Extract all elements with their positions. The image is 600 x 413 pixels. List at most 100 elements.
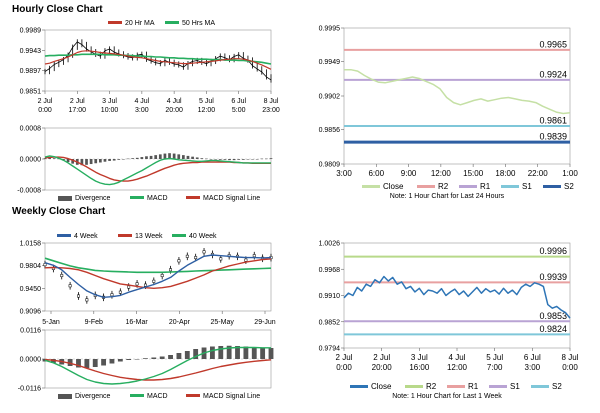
weekly-levels-level-s1-label: 0.9853 [539,311,567,321]
weekly-levels-level-s2-label: 0.9824 [539,324,567,334]
hourly-macd-div-bar-15 [112,159,116,161]
weekly-price-body-14 [160,274,164,277]
weekly-price-body-4 [77,294,80,298]
hourly-macd-div-bar-19 [131,158,134,159]
weekly-macd-legend-signal-label: MACD Signal Line [203,393,260,400]
weekly-macd-div-bar-15 [168,355,173,359]
hourly-levels-ylabel-2: 0.9902 [319,94,341,101]
hourly-price-close-line [44,41,272,81]
weekly-levels-xlabel-3-time: 12:00 [447,363,468,372]
hourly-price-xlabel-0-date: 2 Jul [38,98,53,105]
hourly-macd-div-bar-45 [251,159,254,160]
hourly-macd-div-bar-17 [122,159,125,160]
hourly-macd-div-bar-44 [246,159,250,160]
weekly-macd-div-bar-23 [235,346,240,359]
weekly-levels-level-r1-label: 0.9939 [539,272,567,282]
hourly-price-xlabel-1-date: 2 Jul [70,98,85,105]
hourly-price-xlabel-3-time: 3:00 [135,107,149,114]
weekly-macd-div-bar-3 [67,359,73,366]
hourly-price-legend-ma20-swatch [108,21,122,24]
weekly-levels-ylabel-2: 0.9910 [319,293,341,300]
hourly-price-xlabel-2-date: 3 Jul [102,98,117,105]
weekly-price-xlabel-0: 5-Jan [42,319,60,326]
weekly-macd-div-bar-4 [76,359,81,368]
weekly-price-body-12 [143,283,147,287]
weekly-macd-div-bar-18 [193,349,199,359]
weekly-levels-xlabel-0-time: 0:00 [336,363,352,372]
hourly-section-title: Hourly Close Chart [12,4,103,15]
weekly-price-xlabel-5: 29-Jun [254,319,276,326]
weekly-levels-legend-r2-label: R2 [426,382,437,391]
hourly-macd-macd-line [44,155,271,186]
hourly-levels-ylabel-3: 0.9856 [319,127,341,134]
weekly-macd-div-bar-21 [218,346,224,359]
hourly-levels-xlabel-2: 9:00 [401,169,417,178]
hourly-macd-ylabel-0: 0.0008 [20,126,42,133]
hourly-macd-div-bar-0 [43,158,47,159]
hourly-macd-div-bar-13 [103,159,107,162]
hourly-price-legend-ma20-label: 20 Hr MA [125,20,155,27]
hourly-price-xlabel-1-time: 17:00 [69,107,87,114]
hourly-price-xlabel-5-date: 5 Jul [199,98,214,105]
weekly-price-body-11 [135,282,139,286]
weekly-levels-xlabel-6-time: 0:00 [562,363,578,372]
hourly-macd-div-bar-11 [94,159,98,164]
weekly-levels-xlabel-1-date: 2 Jul [373,353,390,362]
weekly-levels-legend-r1-label: R1 [468,382,479,391]
weekly-levels-legend-r2-swatch [405,385,423,388]
hourly-macd-div-bar-46 [255,159,259,160]
hourly-macd-div-bar-22 [145,156,148,159]
weekly-macd-div-bar-12 [143,358,148,359]
weekly-macd-div-bar-26 [260,347,266,359]
hourly-macd-div-bar-33 [195,157,199,159]
weekly-macd-signal-line [44,358,272,381]
weekly-levels-xlabel-5-date: 6 Jul [524,353,541,362]
hourly-macd-div-bar-32 [191,156,194,159]
hourly-levels-ylabel-1: 0.9949 [319,59,341,66]
weekly-price-ylabel-1: 0.9804 [20,263,42,270]
weekly-levels-legend-s2-label: S2 [552,382,562,391]
weekly-price-body-13 [152,279,156,283]
hourly-macd-div-bar-48 [265,158,268,160]
weekly-levels-legend-s2-swatch [531,385,549,388]
weekly-levels-xlabel-3-date: 4 Jul [449,353,466,362]
weekly-price-body-0 [43,263,47,267]
weekly-macd-div-bar-5 [84,359,90,368]
weekly-price-body-24 [244,258,248,262]
weekly-levels-xlabel-4-time: 7:00 [487,363,503,372]
weekly-macd-legend-macd-swatch [130,394,144,397]
hourly-price-ylabel-0: 0.9989 [20,28,42,35]
hourly-levels-legend-r1-swatch [459,185,477,188]
hourly-macd-div-bar-43 [241,159,245,160]
hourly-macd-div-bar-5 [66,159,70,163]
weekly-macd-div-bar-17 [184,351,190,359]
hourly-macd-legend-div-swatch [58,196,72,201]
weekly-macd-div-bar-6 [92,359,98,367]
weekly-price-body-21 [219,257,223,261]
weekly-levels-legend-s1-swatch [489,385,507,388]
weekly-levels-legend-close-swatch [350,385,368,388]
weekly-price-xlabel-3: 20-Apr [169,319,191,326]
hourly-macd-ylabel-2: -0.0008 [17,188,41,195]
weekly-levels-xlabel-1-time: 20:00 [372,363,393,372]
weekly-levels-legend-s1-label: S1 [510,382,520,391]
hourly-levels-xlabel-7: 1:00 [562,169,578,178]
hourly-levels-legend-close-swatch [362,185,380,188]
hourly-macd-div-bar-1 [48,157,51,159]
weekly-price-body-10 [127,285,131,289]
weekly-price-body-17 [185,254,189,258]
hourly-price-xlabel-6-date: 6 Jul [231,98,246,105]
hourly-macd-div-bar-12 [98,159,102,163]
weekly-macd-div-bar-7 [101,359,107,366]
weekly-price-body-15 [169,268,173,272]
weekly-macd-div-bar-20 [209,346,215,359]
hourly-macd-div-bar-14 [108,159,111,161]
weekly-price-body-8 [110,293,114,297]
weekly-macd-div-bar-16 [176,353,182,359]
hourly-macd-div-bar-28 [172,153,176,159]
hourly-macd-div-bar-49 [269,158,273,159]
hourly-macd-div-bar-34 [200,158,204,159]
weekly-macd-div-bar-11 [134,359,140,360]
hourly-price-xlabel-5-time: 12:00 [198,107,216,114]
